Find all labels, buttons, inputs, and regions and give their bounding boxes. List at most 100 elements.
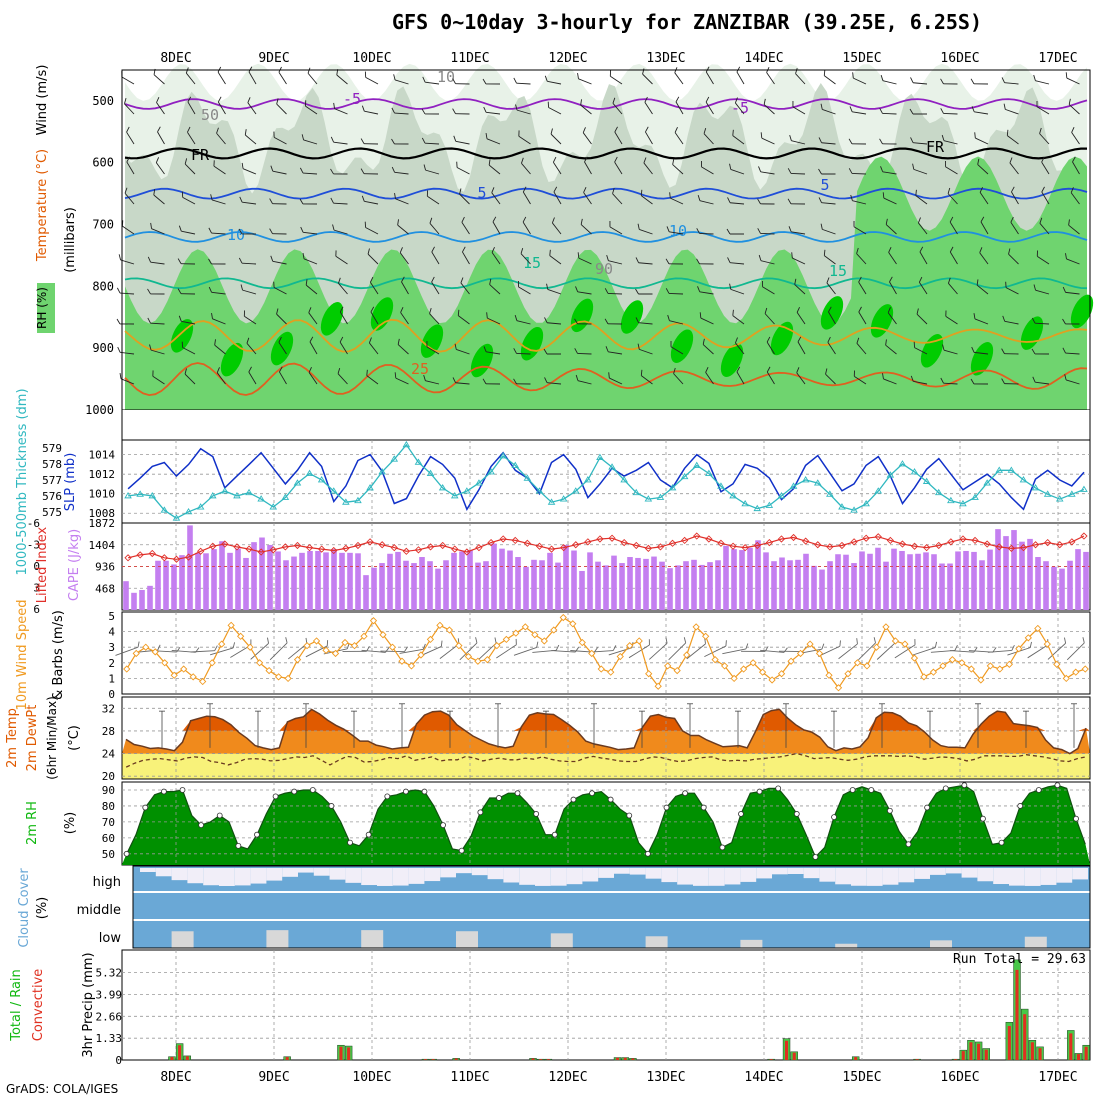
rh-point	[1054, 782, 1061, 789]
cape-bar	[435, 568, 441, 610]
wind-barb-shaft	[945, 315, 958, 325]
wind-barb	[604, 288, 623, 295]
cape-bar	[707, 562, 713, 610]
cape-bar	[1051, 566, 1057, 610]
wind-barb-flag	[273, 131, 275, 138]
wind-speed-point	[730, 674, 738, 683]
cloud-high-bar	[1024, 868, 1041, 886]
wind-barb-shaft	[211, 199, 226, 205]
wind-barb	[970, 78, 989, 85]
cape-bar	[267, 544, 273, 610]
wind-barb	[850, 194, 867, 205]
wind-barb-flag	[147, 288, 151, 295]
cape-bar	[323, 552, 329, 610]
cape-bar	[443, 560, 449, 610]
y-tick-label: 90	[102, 784, 115, 797]
wind-barb-shaft	[516, 82, 531, 85]
wind-barb-flag	[828, 306, 832, 313]
cape-bar	[571, 550, 577, 610]
wind-speed-point	[645, 670, 653, 678]
wind-barb-shaft	[735, 102, 745, 115]
wind-barb-flag	[210, 194, 213, 201]
cape-bar	[523, 566, 529, 610]
wind-barb	[152, 370, 165, 385]
lifted-index-point	[705, 535, 713, 543]
lifted-index-point	[439, 541, 447, 550]
cape-bar	[1003, 536, 1009, 610]
wind-barb	[577, 73, 592, 85]
cape-bar	[723, 545, 729, 610]
wind-barb	[882, 373, 897, 385]
axis-label: CAPE (J/kg)	[67, 529, 82, 601]
wind-barb-flag	[856, 638, 858, 645]
thickness-point	[329, 487, 338, 494]
wind-barb-shaft	[609, 377, 623, 385]
wind-speed-point	[825, 671, 833, 679]
wind-barb-shaft	[856, 253, 867, 265]
wind-barb-flag	[1062, 318, 1066, 325]
convective-bar	[423, 1059, 427, 1060]
wind-barb-shaft	[645, 131, 653, 145]
isotherm-label: 5	[820, 176, 829, 194]
wind-speed-point	[531, 631, 539, 639]
y-tick-label: 1.33	[96, 1032, 123, 1045]
cape-bar	[659, 561, 665, 610]
wind-barb	[190, 645, 218, 653]
wind-barb-shaft	[126, 131, 135, 145]
y-tick-label: 575	[42, 506, 62, 519]
lifted-index-point	[898, 540, 907, 548]
wind-barb	[546, 283, 562, 295]
cloud-high-bar	[882, 868, 899, 885]
wind-barb	[732, 129, 745, 145]
wind-barb	[665, 288, 684, 295]
wind-barb-shaft	[642, 73, 653, 85]
wind-barb-shaft	[431, 281, 440, 295]
wind-barb-shaft	[120, 378, 135, 385]
cape-bar	[995, 529, 1001, 610]
wind-barb-flag	[397, 219, 399, 226]
wind-barb	[147, 288, 165, 295]
cape-bar	[1083, 551, 1089, 610]
wind-barb-shaft	[333, 229, 348, 235]
wind-barb-shaft	[248, 71, 257, 85]
wind-barb-flag	[734, 97, 738, 104]
cloud-high-bar	[171, 868, 188, 881]
wind-barb-flag	[270, 255, 274, 262]
wind-barb-shaft	[821, 202, 836, 205]
rh-point	[291, 788, 298, 795]
wind-barb	[940, 377, 958, 385]
wind-barb	[888, 246, 897, 265]
wind-barb-shaft	[273, 287, 287, 295]
wind-speed-point	[521, 623, 529, 631]
rh-point	[514, 790, 521, 797]
thickness-point	[801, 476, 810, 483]
rh-point	[1073, 815, 1079, 822]
wind-barb-flag	[177, 288, 182, 294]
wind-barb	[673, 367, 684, 385]
wind-barb-flag	[979, 186, 983, 193]
wind-barb	[612, 187, 623, 205]
wind-barb-shaft	[380, 650, 405, 653]
wind-barb	[532, 644, 560, 653]
wind-speed-point	[739, 665, 748, 673]
wind-barb	[454, 343, 470, 355]
wind-barb-flag	[736, 366, 741, 373]
wind-barb-shaft	[853, 226, 867, 235]
wind-barb-shaft	[628, 644, 650, 659]
convective-bar	[454, 1058, 458, 1060]
wind-barb-flag	[885, 218, 888, 225]
y-tick-label: 1008	[89, 507, 116, 520]
wind-barb-shaft	[822, 109, 836, 115]
wind-barb-flag	[244, 129, 247, 136]
cloud-high-bar	[503, 868, 520, 883]
run-total-label: Run Total = 29.63	[953, 952, 1086, 967]
wind-barb-flag	[612, 97, 616, 104]
wind-barb	[491, 246, 501, 265]
lifted-index-point	[499, 535, 507, 543]
cloud-background	[133, 866, 1090, 948]
wind-barb-shaft	[1066, 77, 1080, 85]
wind-barb-shaft	[701, 166, 714, 175]
wind-barb-shaft	[1065, 352, 1080, 355]
wind-barb-shaft	[882, 80, 897, 85]
wind-barb	[452, 108, 470, 115]
